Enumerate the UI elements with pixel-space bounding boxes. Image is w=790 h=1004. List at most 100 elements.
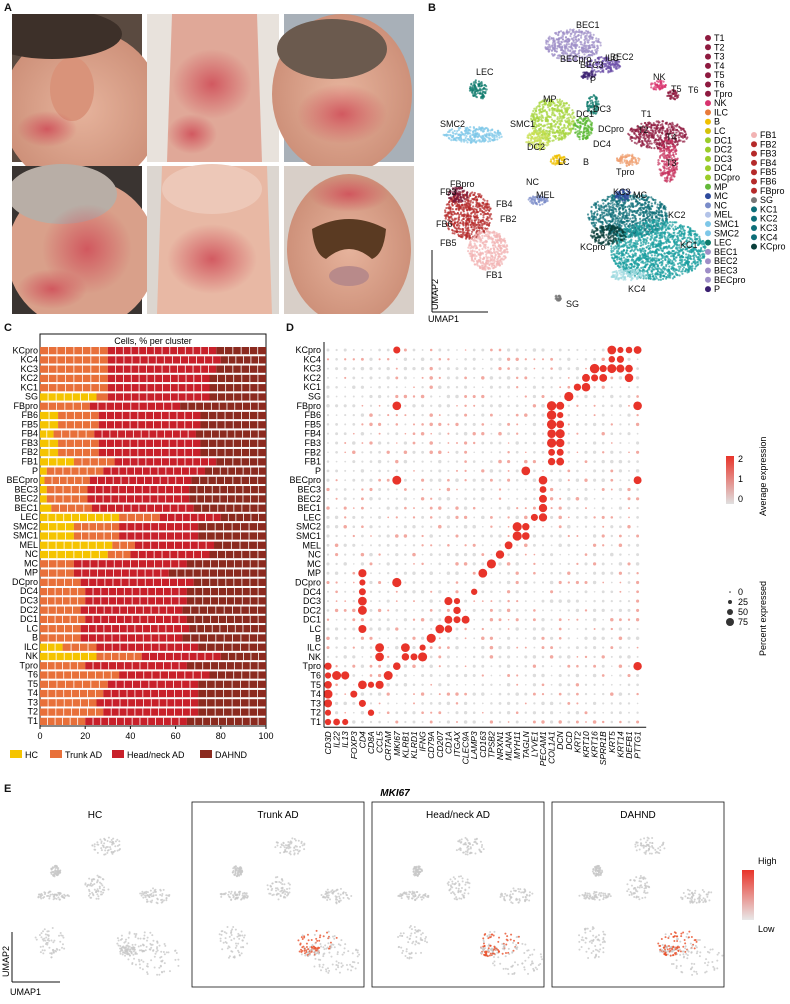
dot <box>619 423 621 425</box>
photo-ear-side <box>12 14 162 189</box>
dot <box>455 506 458 509</box>
dot <box>464 562 468 566</box>
dot <box>342 719 348 725</box>
dot <box>508 628 510 630</box>
dot <box>533 348 537 352</box>
dot <box>490 684 492 686</box>
dot <box>541 395 544 398</box>
dot <box>627 358 630 361</box>
dot <box>455 534 458 537</box>
dot <box>404 414 406 416</box>
dot <box>387 656 389 658</box>
dot <box>542 526 544 528</box>
dot <box>542 535 545 538</box>
dot <box>499 618 502 621</box>
dot <box>361 451 363 453</box>
legend-swatch <box>705 258 711 264</box>
bar-segment <box>40 634 81 641</box>
dot <box>567 488 570 491</box>
dc-cluster <box>572 117 593 141</box>
dot <box>369 441 372 444</box>
dot <box>344 683 347 686</box>
dot <box>542 461 544 463</box>
dot <box>404 693 406 695</box>
cluster-label: T5 <box>671 84 682 94</box>
dot <box>481 349 484 352</box>
dot <box>438 646 441 649</box>
dot <box>610 469 613 472</box>
dot <box>559 506 562 509</box>
dot <box>559 358 561 360</box>
dot <box>361 711 364 714</box>
dot <box>533 637 536 640</box>
dot <box>396 674 398 676</box>
dot <box>568 591 570 593</box>
photo-neck-side <box>272 14 414 174</box>
dot <box>421 600 423 602</box>
dot <box>430 563 432 565</box>
dot <box>525 637 527 639</box>
dot <box>438 506 441 509</box>
dot <box>499 628 502 631</box>
dot <box>619 525 622 528</box>
dot <box>335 525 338 528</box>
dot <box>593 534 596 537</box>
dot <box>350 691 357 698</box>
dot <box>447 516 450 519</box>
dot <box>498 367 501 370</box>
dot <box>404 349 407 352</box>
dot <box>567 525 571 529</box>
dot <box>534 600 536 602</box>
dot <box>344 442 346 444</box>
dot <box>473 414 475 416</box>
dot <box>413 693 415 695</box>
dot <box>376 681 384 689</box>
dot <box>335 563 337 565</box>
dot <box>568 637 570 639</box>
dot <box>593 562 596 565</box>
dot <box>327 368 329 370</box>
mki67-condition: Head/neck AD <box>426 810 490 821</box>
dot <box>533 591 535 593</box>
dot <box>344 535 346 537</box>
dot <box>637 647 639 649</box>
cluster-label: T6 <box>688 85 699 95</box>
dot <box>525 712 527 714</box>
dot <box>516 433 518 435</box>
dot <box>525 628 527 630</box>
dot <box>430 591 432 593</box>
dot <box>387 442 390 445</box>
dot <box>602 721 604 723</box>
bar-xtick: 60 <box>171 731 181 741</box>
bar-segment <box>47 486 88 493</box>
dot <box>395 572 398 575</box>
dot <box>332 671 341 680</box>
dot <box>559 628 562 631</box>
dot <box>559 470 562 473</box>
dot <box>482 358 484 360</box>
dot <box>499 516 501 518</box>
dot <box>551 693 553 695</box>
dot <box>516 404 519 407</box>
dot <box>490 711 493 714</box>
dot <box>438 581 441 584</box>
dot <box>456 721 458 723</box>
dot <box>335 367 338 370</box>
dot <box>522 523 529 530</box>
dot <box>473 386 475 388</box>
dot <box>430 507 433 510</box>
dot <box>456 386 458 388</box>
dot <box>335 702 338 705</box>
dot <box>387 702 389 704</box>
dot <box>525 358 527 360</box>
bar-segment <box>47 467 104 474</box>
dot <box>327 498 329 500</box>
dot <box>438 711 441 714</box>
dot <box>627 497 630 500</box>
dot <box>533 665 536 668</box>
dot <box>568 433 570 435</box>
dot <box>430 702 433 705</box>
dot <box>593 544 596 547</box>
dot <box>564 392 573 401</box>
